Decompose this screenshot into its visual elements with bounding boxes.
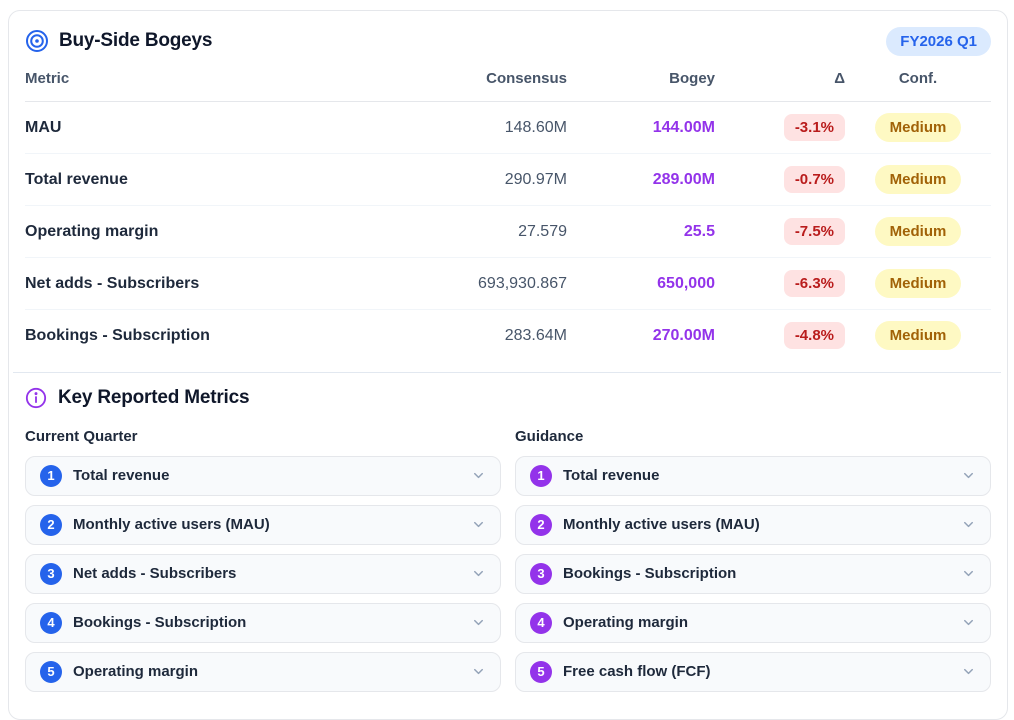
metric-label: Operating margin — [563, 614, 689, 631]
table-row: Operating margin 27.579 25.5 -7.5% Mediu… — [25, 206, 991, 258]
metric-name: Total revenue — [25, 170, 128, 188]
metric-label: Operating margin — [73, 663, 199, 680]
chevron-down-icon — [471, 664, 486, 679]
confidence-badge: Medium — [874, 321, 962, 351]
metric-name: Operating margin — [25, 222, 159, 240]
buy-side-bogeys-panel: Buy-Side Bogeys FY2026 Q1 Metric Consens… — [8, 10, 1008, 720]
metric-name: Net adds - Subscribers — [25, 274, 200, 292]
bogey-value: 144.00M — [652, 118, 715, 136]
chevron-down-icon — [961, 566, 976, 581]
metric-label: Free cash flow (FCF) — [563, 663, 711, 680]
metric-name: Bookings - Subscription — [25, 326, 210, 344]
rank-badge: 5 — [40, 660, 62, 683]
table-row: Net adds - Subscribers 693,930.867 650,0… — [25, 258, 991, 310]
consensus-value: 27.579 — [518, 222, 567, 240]
metric-dropdown[interactable]: 5 Free cash flow (FCF) — [515, 651, 991, 692]
metric-dropdown[interactable]: 2 Monthly active users (MAU) — [25, 504, 501, 545]
confidence-badge: Medium — [874, 165, 962, 194]
metric-dropdown[interactable]: 2 Monthly active users (MAU) — [515, 504, 991, 545]
metric-dropdown[interactable]: 1 Total revenue — [25, 455, 501, 496]
metric-label: Bookings - Subscription — [73, 614, 247, 631]
current-quarter-column: Current Quarter 1 Total revenue 2 Monthl… — [25, 428, 501, 692]
info-icon — [25, 387, 47, 409]
delta-badge: -7.5% — [783, 218, 845, 245]
rank-badge: 2 — [530, 513, 552, 536]
col-header-delta: Δ — [834, 70, 845, 87]
rank-badge: 3 — [40, 562, 62, 585]
metric-label: Net adds - Subscribers — [73, 565, 237, 582]
bogey-value: 25.5 — [683, 222, 715, 240]
table-row: MAU 148.60M 144.00M -3.1% Medium — [25, 102, 991, 154]
metric-dropdown[interactable]: 3 Bookings - Subscription — [515, 553, 991, 594]
section-divider — [13, 371, 1001, 373]
panel-header: Buy-Side Bogeys FY2026 Q1 — [25, 25, 991, 57]
delta-badge: -6.3% — [783, 270, 845, 297]
col-header-metric: Metric — [25, 70, 70, 87]
consensus-value: 283.64M — [504, 326, 567, 344]
table-row: Total revenue 290.97M 289.00M -0.7% Medi… — [25, 154, 991, 206]
metric-dropdown[interactable]: 5 Operating margin — [25, 651, 501, 692]
chevron-down-icon — [471, 468, 486, 483]
rank-badge: 3 — [530, 562, 552, 585]
column-label-guidance: Guidance — [515, 427, 584, 445]
chevron-down-icon — [961, 664, 976, 679]
col-header-conf: Conf. — [898, 70, 938, 87]
metric-label: Total revenue — [73, 467, 170, 484]
delta-badge: -3.1% — [783, 114, 845, 141]
bogey-value: 270.00M — [652, 326, 715, 344]
column-label-current-quarter: Current Quarter — [25, 427, 138, 445]
metric-label: Monthly active users (MAU) — [563, 516, 760, 533]
section-title: Key Reported Metrics — [58, 386, 250, 408]
bogey-value: 650,000 — [657, 274, 715, 292]
rank-badge: 4 — [530, 611, 552, 634]
confidence-badge: Medium — [874, 269, 962, 298]
bogeys-table: Metric Consensus Bogey Δ Conf. MAU 148.6… — [25, 57, 991, 362]
metric-name: MAU — [25, 118, 62, 136]
table-header-row: Metric Consensus Bogey Δ Conf. — [25, 57, 991, 102]
period-badge: FY2026 Q1 — [886, 26, 991, 56]
consensus-value: 290.97M — [504, 170, 567, 188]
confidence-badge: Medium — [874, 217, 962, 246]
bogey-value: 289.00M — [652, 170, 715, 188]
metric-dropdown[interactable]: 4 Operating margin — [515, 602, 991, 643]
table-row: Bookings - Subscription 283.64M 270.00M … — [25, 310, 991, 362]
key-metrics-grid: Current Quarter 1 Total revenue 2 Monthl… — [25, 428, 991, 692]
key-metrics-header: Key Reported Metrics — [25, 385, 991, 411]
chevron-down-icon — [471, 517, 486, 532]
rank-badge: 2 — [40, 513, 62, 536]
metric-label: Monthly active users (MAU) — [73, 516, 270, 533]
delta-badge: -0.7% — [783, 166, 845, 193]
consensus-value: 693,930.867 — [478, 274, 567, 292]
metric-dropdown[interactable]: 4 Bookings - Subscription — [25, 602, 501, 643]
metric-label: Bookings - Subscription — [563, 565, 737, 582]
rank-badge: 4 — [40, 611, 62, 634]
rank-badge: 5 — [530, 660, 552, 683]
page-title: Buy-Side Bogeys — [59, 30, 213, 51]
chevron-down-icon — [961, 615, 976, 630]
metric-label: Total revenue — [563, 467, 660, 484]
chevron-down-icon — [961, 517, 976, 532]
col-header-bogey: Bogey — [669, 70, 715, 87]
chevron-down-icon — [471, 566, 486, 581]
consensus-value: 148.60M — [504, 118, 567, 136]
col-header-consensus: Consensus — [486, 70, 567, 87]
chevron-down-icon — [961, 468, 976, 483]
rank-badge: 1 — [40, 464, 62, 487]
metric-dropdown[interactable]: 1 Total revenue — [515, 455, 991, 496]
delta-badge: -4.8% — [783, 322, 845, 350]
rank-badge: 1 — [530, 464, 552, 487]
chevron-down-icon — [471, 615, 486, 630]
confidence-badge: Medium — [874, 113, 962, 142]
bullseye-icon — [25, 29, 49, 53]
metric-dropdown[interactable]: 3 Net adds - Subscribers — [25, 553, 501, 594]
guidance-column: Guidance 1 Total revenue 2 Monthly activ… — [515, 428, 991, 692]
